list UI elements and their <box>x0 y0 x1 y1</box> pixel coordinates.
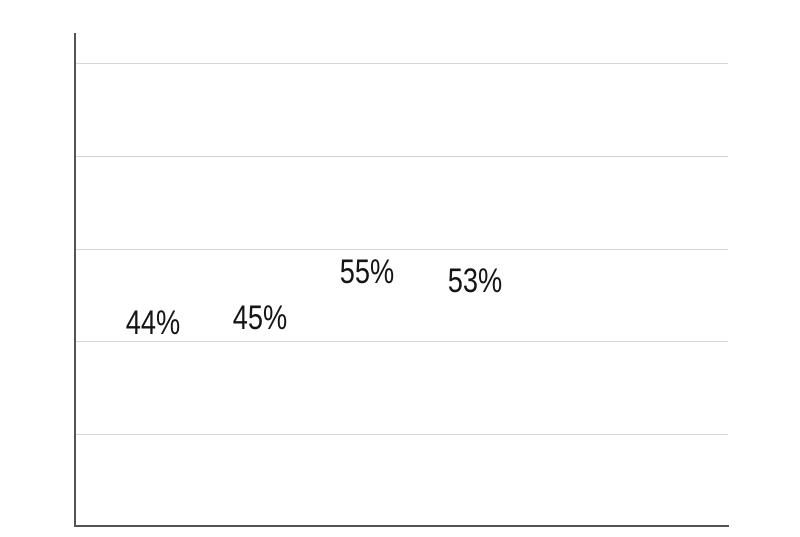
gridline-40 <box>76 341 728 343</box>
y-axis-line <box>74 33 76 527</box>
gridline-60 <box>76 248 728 250</box>
gridline-80 <box>76 155 728 157</box>
data-label: 55% <box>340 252 395 291</box>
data-label: 53% <box>447 262 502 301</box>
x-axis-line <box>74 525 729 527</box>
data-label: 45% <box>232 299 288 338</box>
data-label: 44% <box>125 303 181 342</box>
gridline-20 <box>76 434 728 436</box>
gridline-100 <box>76 63 728 64</box>
